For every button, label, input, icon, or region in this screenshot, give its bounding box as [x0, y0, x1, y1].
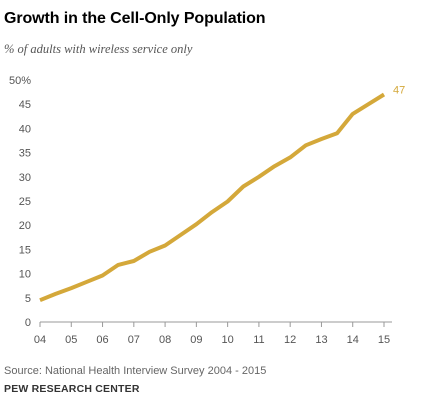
x-tick-label: 14: [347, 334, 359, 346]
org-label: PEW RESEARCH CENTER: [4, 383, 140, 395]
x-tick-label: 09: [190, 334, 202, 346]
x-tick-label: 13: [315, 334, 327, 346]
x-tick-label: 08: [159, 334, 171, 346]
y-tick-label: 25: [19, 196, 31, 208]
end-value-label: 47: [393, 85, 405, 97]
chart-title: Growth in the Cell-Only Population: [4, 10, 266, 27]
source-note: Source: National Health Interview Survey…: [4, 365, 267, 377]
y-tick-label: 50%: [9, 75, 31, 87]
y-tick-label: 5: [25, 293, 31, 305]
y-axis-ticks: 0 5 10 15 20 25 30 35 40 45 50%: [9, 75, 31, 329]
x-tick-label: 06: [96, 334, 108, 346]
x-tick-label: 07: [128, 334, 140, 346]
x-tick-label: 05: [65, 334, 77, 346]
y-tick-label: 15: [19, 244, 31, 256]
series-line: [39, 92, 386, 303]
x-tick-label: 12: [284, 334, 296, 346]
x-tick-label: 10: [222, 334, 234, 346]
y-tick-label: 35: [19, 148, 31, 160]
x-tick-label: 15: [378, 334, 390, 346]
y-tick-label: 0: [25, 317, 31, 329]
x-axis-ticks: 04 05 06 07 08 09 10 11 12 13 14 15: [34, 322, 390, 346]
x-tick-label: 11: [253, 334, 264, 346]
y-tick-label: 40: [19, 123, 31, 135]
chart-subtitle: % of adults with wireless service only: [4, 42, 193, 56]
y-tick-label: 20: [19, 220, 31, 232]
x-tick-label: 04: [34, 334, 46, 346]
y-tick-label: 45: [19, 99, 31, 111]
y-tick-label: 10: [19, 269, 31, 281]
y-tick-label: 30: [19, 172, 31, 184]
